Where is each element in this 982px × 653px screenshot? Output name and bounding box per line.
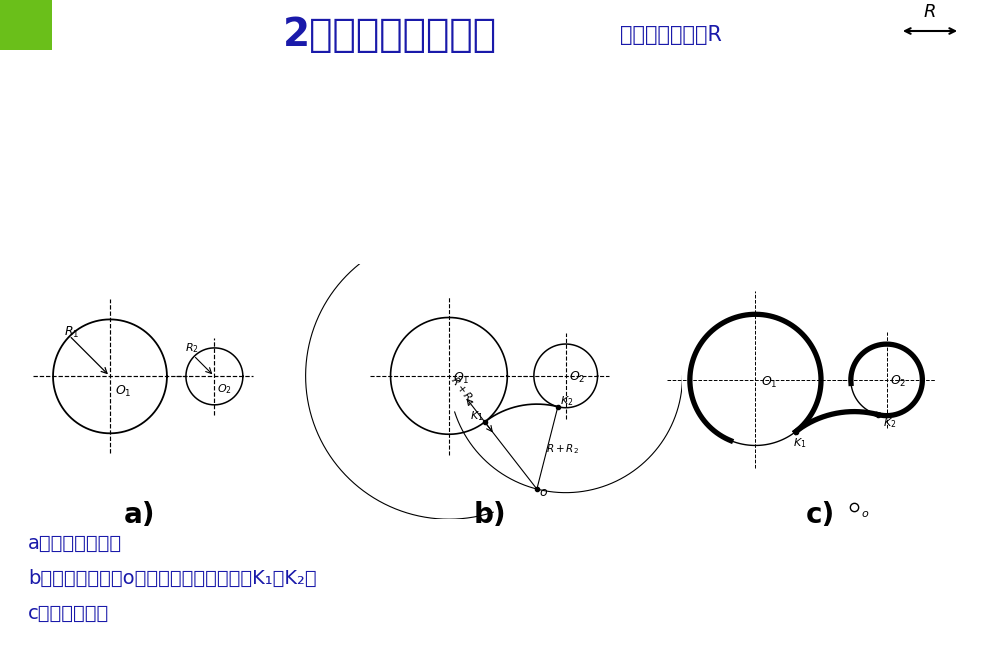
Text: 2）连接两外接圆弧: 2）连接两外接圆弧: [283, 16, 497, 54]
Text: $R_1$: $R_1$: [64, 325, 80, 340]
Text: R: R: [924, 3, 936, 21]
Text: $R+R_1$: $R+R_1$: [447, 374, 478, 408]
Text: $O_2$: $O_2$: [890, 374, 906, 389]
Text: a): a): [125, 501, 156, 529]
Text: b): b): [473, 501, 507, 529]
Text: o: o: [539, 486, 547, 500]
Bar: [0, 0, 52, 50]
Text: c）光滑连接。: c）光滑连接。: [28, 603, 109, 622]
Text: $R_2$: $R_2$: [186, 342, 199, 355]
Text: $K_2$: $K_2$: [883, 417, 896, 430]
Text: $O_1$: $O_1$: [761, 375, 778, 390]
Text: $K_1$: $K_1$: [793, 436, 807, 450]
Text: a）两已知圆弧；: a）两已知圆弧；: [28, 534, 122, 552]
Text: b）求连接弧圆心o（半径相加），定切点K₁、K₂；: b）求连接弧圆心o（半径相加），定切点K₁、K₂；: [28, 569, 316, 588]
Text: $O_1$: $O_1$: [453, 372, 469, 387]
Text: c): c): [805, 501, 835, 529]
Text: $O_1$: $O_1$: [115, 384, 132, 399]
Text: $R+R_2$: $R+R_2$: [546, 443, 579, 456]
Text: $K_2$: $K_2$: [560, 394, 573, 408]
Text: $O_2$: $O_2$: [569, 370, 585, 385]
Text: 已知连接弧半径R: 已知连接弧半径R: [620, 25, 722, 45]
Text: $K_1$: $K_1$: [470, 409, 483, 422]
Text: $O_2$: $O_2$: [217, 382, 232, 396]
Text: $o$: $o$: [861, 509, 870, 518]
